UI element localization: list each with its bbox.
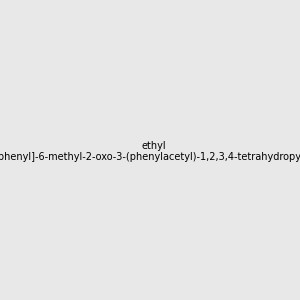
Text: ethyl 4-[4-(cyclopentyloxy)phenyl]-6-methyl-2-oxo-3-(phenylacetyl)-1,2,3,4-tetra: ethyl 4-[4-(cyclopentyloxy)phenyl]-6-met… [0,141,300,162]
